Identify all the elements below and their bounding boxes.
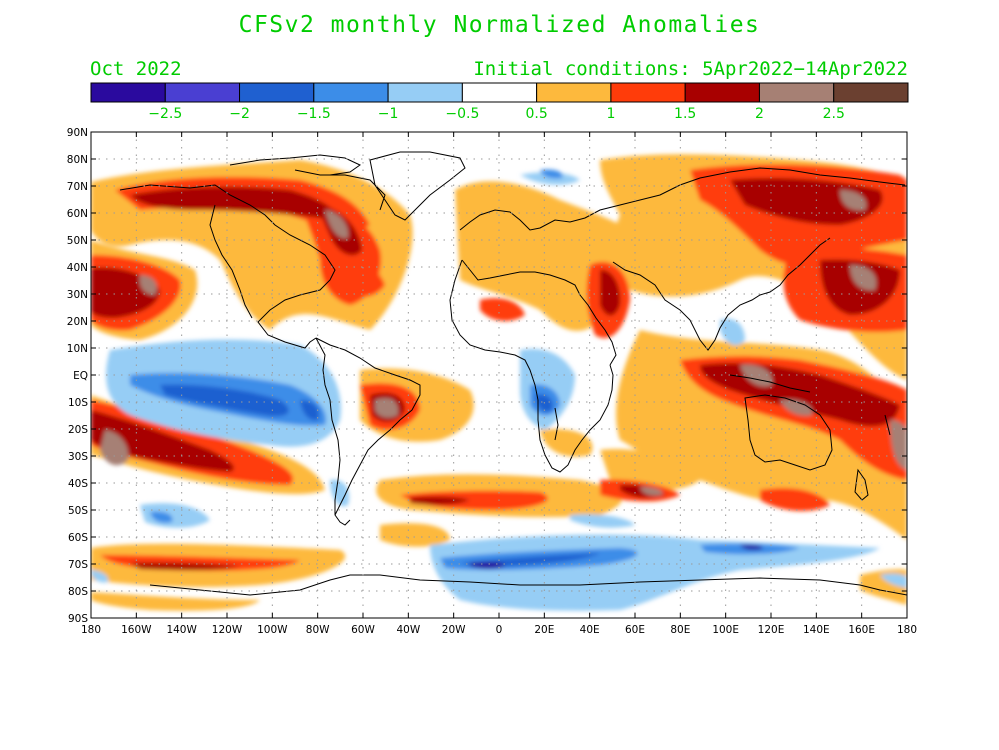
lat-tick-label: 90S <box>68 613 88 625</box>
colorbar-tick-label: 0.5 <box>526 106 548 122</box>
lat-tick-label: 80N <box>67 154 88 166</box>
lon-tick-label: 20E <box>534 624 554 636</box>
lon-tick-label: 60W <box>351 624 375 636</box>
lon-tick-label: 160E <box>848 624 875 636</box>
lat-tick-label: 40S <box>68 478 88 490</box>
lat-tick-label: 60N <box>67 208 88 220</box>
colorbar-tick-label: −2 <box>229 106 250 122</box>
lat-tick-label: 20N <box>67 316 88 328</box>
map-panel <box>91 132 907 618</box>
lon-tick-label: 120E <box>758 624 785 636</box>
colorbar-swatch <box>758 82 835 103</box>
lat-tick-label: 50N <box>67 235 88 247</box>
lat-lon-grid <box>91 132 907 618</box>
colorbar-swatch <box>164 82 241 103</box>
colorbar-swatch <box>387 82 463 103</box>
lon-tick-label: 60E <box>625 624 645 636</box>
lat-tick-label: 60S <box>68 532 88 544</box>
lon-tick-label: 120W <box>212 624 243 636</box>
lat-tick-label: 50S <box>68 505 88 517</box>
lon-tick-label: 100W <box>257 624 288 636</box>
lon-tick-label: 20W <box>442 624 466 636</box>
anomaly-darkred <box>91 178 900 571</box>
colorbar-swatch <box>833 82 909 103</box>
colorbar-swatch <box>313 82 389 103</box>
lat-tick-label: 10N <box>67 343 88 355</box>
lat-tick-label: 70N <box>67 181 88 193</box>
initial-conditions: Initial conditions: 5Apr2022−14Apr2022 <box>473 58 908 80</box>
lon-tick-label: 160W <box>121 624 152 636</box>
colorbar-tick-label: 2 <box>755 106 764 122</box>
lat-tick-label: 90N <box>67 127 88 139</box>
colorbar-swatch <box>684 82 760 103</box>
lat-tick-label: 80S <box>68 586 88 598</box>
colorbar-swatch <box>90 82 166 103</box>
colorbar <box>90 82 909 103</box>
anomaly-fields <box>91 154 907 611</box>
lon-tick-label: 80E <box>670 624 690 636</box>
lon-tick-label: 180 <box>897 624 917 636</box>
lon-tick-label: 140E <box>803 624 830 636</box>
anomaly-brown <box>100 190 907 496</box>
lon-tick-label: 80W <box>306 624 330 636</box>
lat-tick-label: 40N <box>67 262 88 274</box>
lon-tick-label: 40W <box>396 624 420 636</box>
lat-tick-label: 30S <box>68 451 88 463</box>
lon-tick-label: 40E <box>580 624 600 636</box>
colorbar-tick-label: −1 <box>378 106 399 122</box>
axis-ticks <box>90 131 908 619</box>
lon-tick-label: 100E <box>712 624 739 636</box>
lon-tick-label: 140W <box>166 624 197 636</box>
latitude-axis-labels: 90N 80N 70N 60N 50N 40N 30N 20N 10N EQ 10S 20S 30S 40… <box>67 127 89 625</box>
lat-tick-label: 10S <box>68 397 88 409</box>
lon-tick-label: 0 <box>496 624 503 636</box>
colorbar-swatch <box>239 82 315 103</box>
colorbar-swatch <box>461 82 538 103</box>
colorbar-tick-label: −2.5 <box>148 106 182 122</box>
lat-tick-label: 70S <box>68 559 88 571</box>
colorbar-labels: −2.5 −2 −1.5 −1 −0.5 0.5 1 1.5 2 2.5 <box>148 106 845 122</box>
colorbar-tick-label: 2.5 <box>823 106 845 122</box>
lat-tick-label: 20S <box>68 424 88 436</box>
colorbar-tick-label: 1.5 <box>674 106 696 122</box>
colorbar-tick-label: −0.5 <box>445 106 479 122</box>
colorbar-tick-label: 1 <box>606 106 615 122</box>
lat-tick-label: 30N <box>67 289 88 301</box>
colorbar-swatch <box>610 82 686 103</box>
longitude-axis-labels: 180 160W 140W 120W 100W 80W 60W 40W 20W 0 20E 40E 60… <box>81 624 917 636</box>
lat-tick-label: EQ <box>73 370 88 382</box>
colorbar-tick-label: −1.5 <box>297 106 331 122</box>
forecast-month: Oct 2022 <box>90 58 182 80</box>
lon-tick-label: 180 <box>81 624 101 636</box>
coastlines <box>119 151 907 596</box>
chart-title: CFSv2 monthly Normalized Anomalies <box>238 12 761 38</box>
colorbar-swatch <box>536 82 612 103</box>
